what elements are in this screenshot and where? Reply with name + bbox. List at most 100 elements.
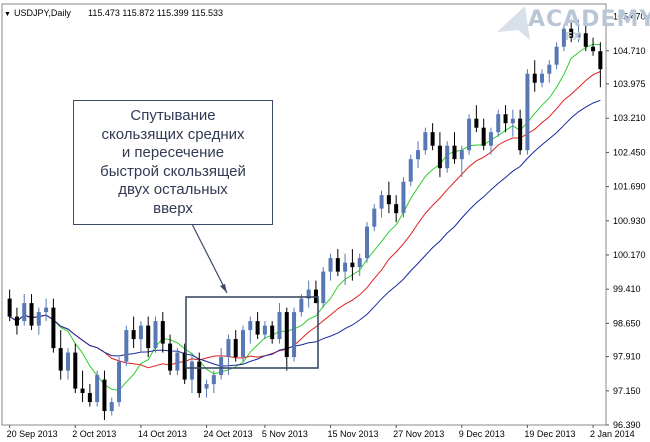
highlight-box — [185, 296, 319, 369]
watermark-logo: ACADEMY FX — [497, 6, 650, 43]
candle — [459, 145, 464, 178]
candle — [576, 19, 581, 43]
candle-body — [474, 118, 479, 128]
candle — [328, 253, 333, 281]
candle — [343, 253, 348, 286]
candle — [488, 127, 493, 155]
candle — [197, 352, 202, 398]
candle-body — [211, 375, 216, 385]
candle-body — [241, 330, 246, 358]
x-tick-label: 15 Nov 2013 — [328, 429, 379, 439]
candle-body — [160, 321, 165, 344]
y-tick-label: 98.650 — [613, 318, 641, 328]
candle — [73, 343, 78, 394]
watermark-text: ACADEMY — [528, 7, 650, 32]
candle — [379, 190, 384, 218]
candle-body — [175, 352, 180, 371]
candle — [357, 253, 362, 277]
candle — [58, 330, 63, 380]
candle-body — [255, 321, 260, 335]
watermark-sub-text: FX — [565, 30, 582, 43]
candle-body — [598, 51, 603, 70]
candle — [569, 19, 574, 43]
candle-body — [488, 132, 493, 146]
candle — [131, 316, 136, 349]
candle-body — [189, 361, 194, 380]
candle-body — [445, 145, 450, 169]
x-tick-label: 5 Nov 2013 — [262, 429, 308, 439]
candle-body — [408, 159, 413, 182]
candle — [7, 289, 12, 322]
candle — [452, 132, 457, 164]
candle — [146, 316, 151, 358]
y-tick-label: 102.450 — [613, 147, 646, 157]
x-tick-label: 27 Nov 2013 — [393, 429, 444, 439]
candle — [467, 114, 472, 155]
symbol-label: USDJPY,Daily — [14, 8, 71, 18]
x-tick-label: 24 Oct 2013 — [204, 429, 253, 439]
candle-body — [124, 330, 129, 362]
candle — [175, 348, 180, 376]
candle-body — [36, 312, 41, 326]
candle — [423, 127, 428, 155]
candle-body — [7, 298, 12, 317]
candle — [474, 105, 479, 133]
ohlc-values: 115.473 115.872 115.399 115.533 — [88, 8, 223, 18]
academy-logo-icon — [497, 6, 530, 40]
callout-arrowhead-icon — [220, 284, 227, 293]
candle-body — [168, 343, 173, 371]
candle-body — [138, 325, 143, 340]
candle — [547, 60, 552, 83]
y-tick-label: 103.210 — [613, 113, 646, 123]
candle-body — [394, 204, 399, 214]
candle-body — [226, 339, 231, 358]
candle — [87, 384, 92, 407]
candle-body — [262, 325, 267, 335]
candle — [299, 294, 304, 317]
candle — [153, 316, 158, 353]
candle-body — [29, 303, 34, 326]
candle-body — [386, 195, 391, 205]
moving-averages-layer — [9, 43, 601, 392]
candle-body — [481, 127, 486, 146]
candle — [189, 352, 194, 394]
ma-fast-line — [9, 43, 601, 392]
candle-body — [350, 262, 355, 268]
ma-mid-line — [9, 71, 601, 369]
y-tick-label: 96.390 — [613, 420, 641, 430]
candle-body — [80, 388, 85, 394]
annotation-callout: Спутывание скользящих средних и пересече… — [73, 100, 273, 225]
candle-body — [416, 150, 421, 160]
candle-body — [117, 361, 122, 403]
candle — [248, 316, 253, 344]
candle — [233, 330, 238, 362]
candle-body — [65, 352, 70, 371]
candle — [306, 280, 311, 308]
candle-body — [510, 118, 515, 124]
candle-body — [204, 384, 209, 389]
candle-body — [146, 325, 151, 349]
x-tick-label: 20 Sep 2013 — [7, 429, 58, 439]
candle-body — [496, 114, 501, 133]
candle — [65, 348, 70, 380]
menu-arrow-icon[interactable]: ▼ — [4, 11, 11, 18]
candle — [394, 195, 399, 223]
candle — [277, 303, 282, 344]
candle — [22, 294, 27, 326]
candle-body — [299, 298, 304, 313]
y-tick-label: 105.470 — [613, 12, 646, 22]
candle-body — [576, 33, 581, 38]
candle — [335, 249, 340, 277]
y-tick-label: 100.170 — [613, 250, 646, 260]
y-tick-label: 97.910 — [613, 352, 641, 362]
candle-body — [284, 312, 289, 358]
candle — [124, 325, 129, 367]
candle — [211, 370, 216, 394]
candle — [561, 24, 566, 52]
candle — [350, 249, 355, 281]
candle — [255, 312, 260, 340]
candle — [51, 298, 56, 353]
candle-body — [277, 312, 282, 340]
